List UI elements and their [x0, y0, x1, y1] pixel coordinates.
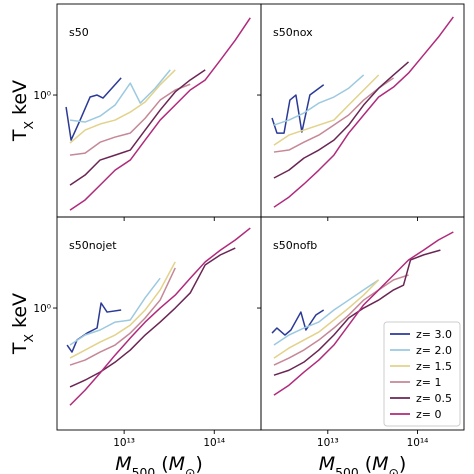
- panel-title: s50nofb: [273, 239, 317, 252]
- series-line: [273, 249, 441, 376]
- series-line: [271, 84, 325, 134]
- x-axis-label-part: ): [195, 453, 202, 474]
- series-line: [271, 309, 325, 336]
- x-axis-label-part: M: [319, 453, 335, 474]
- series-line: [273, 74, 380, 146]
- x-axis-label-part: (: [359, 453, 372, 474]
- plot-area: [66, 227, 251, 406]
- series-line: [66, 302, 122, 353]
- legend-label: z= 3.0: [416, 328, 452, 341]
- series-line: [69, 227, 251, 406]
- series-line: [69, 69, 171, 123]
- series-line: [69, 267, 176, 366]
- x-axis-label-part: ): [399, 453, 406, 474]
- series-line: [65, 77, 122, 141]
- legend-box: [383, 321, 461, 427]
- y-axis-label-part: X: [22, 333, 36, 342]
- legend-label: z= 0.5: [416, 392, 452, 405]
- y-axis-label: TX keV: [9, 293, 36, 355]
- series-line: [273, 279, 380, 346]
- y-axis-label-part: X: [22, 120, 36, 129]
- series-line: [273, 274, 409, 366]
- x-axis-label-part: M: [372, 453, 388, 474]
- legend-label: z= 1.5: [416, 360, 452, 373]
- x-axis-label-part: ⊙: [389, 466, 399, 474]
- x-axis-label-part: 500: [132, 466, 156, 474]
- x-tick-label: 10¹³: [113, 437, 135, 449]
- axes-frame: [260, 216, 465, 431]
- series-line: [69, 69, 176, 144]
- plot-area: [271, 231, 454, 396]
- y-axis-label: TX keV: [9, 80, 36, 142]
- x-axis-label-part: M: [115, 453, 131, 474]
- legend-label: z= 2.0: [416, 344, 452, 357]
- x-tick-label: 10¹³: [317, 437, 339, 449]
- series-line: [69, 247, 236, 388]
- series-line: [273, 77, 394, 153]
- y-axis-label-part: T: [9, 129, 31, 142]
- y-axis-label-part: keV: [9, 293, 31, 334]
- legend-label: z= 1: [416, 376, 442, 389]
- x-axis-label-part: M: [169, 453, 185, 474]
- series-line: [273, 16, 454, 208]
- x-axis-label-part: ⊙: [185, 466, 195, 474]
- legend-label: z= 0: [416, 408, 442, 421]
- series-line: [69, 83, 191, 156]
- x-axis-label: M500 (M⊙): [115, 453, 203, 474]
- y-tick-label: 10⁰: [33, 303, 51, 315]
- series-line: [273, 61, 410, 179]
- series-line: [69, 69, 206, 186]
- panel-title: s50nox: [273, 26, 313, 39]
- x-axis-label-part: 500: [335, 466, 359, 474]
- plot-area: [271, 16, 454, 208]
- x-axis-label: M500 (M⊙): [319, 453, 407, 474]
- series-line: [69, 17, 251, 211]
- panel-title: s50nojet: [69, 239, 117, 252]
- series-line: [273, 74, 365, 126]
- y-axis-label-part: T: [9, 342, 31, 355]
- series-line: [273, 231, 454, 396]
- series-line: [69, 261, 176, 359]
- x-tick-label: 10¹⁴: [407, 437, 429, 449]
- x-tick-label: 10¹⁴: [203, 437, 225, 449]
- panel-title: s50: [69, 26, 89, 39]
- series-line: [273, 279, 380, 359]
- y-tick-label: 10⁰: [33, 90, 51, 102]
- y-axis-label-part: keV: [9, 80, 31, 121]
- plot-area: [65, 17, 251, 211]
- series-line: [69, 277, 161, 346]
- x-axis-label-part: (: [155, 453, 168, 474]
